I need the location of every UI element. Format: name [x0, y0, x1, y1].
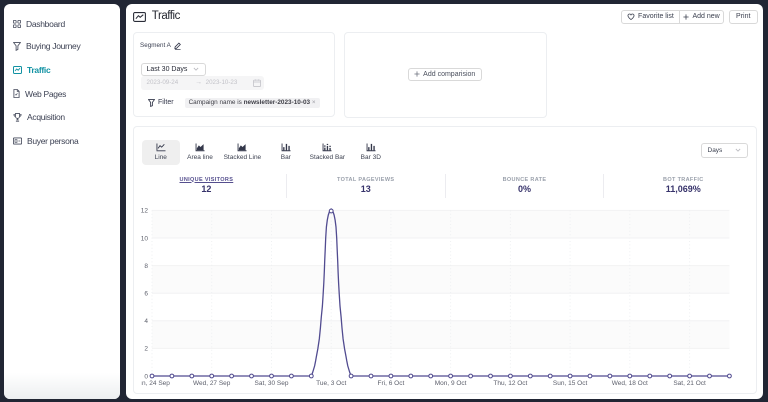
svg-text:6: 6	[144, 291, 148, 298]
svg-text:Sat, 21 Oct: Sat, 21 Oct	[673, 380, 706, 387]
svg-text:Wed, 18 Oct: Wed, 18 Oct	[612, 380, 648, 387]
svg-text:Sun, 15 Oct: Sun, 15 Oct	[553, 380, 588, 387]
svg-text:4: 4	[144, 318, 148, 325]
svg-text:10: 10	[141, 235, 149, 242]
svg-text:Sat, 30 Sep: Sat, 30 Sep	[255, 380, 289, 387]
svg-text:Tue, 3 Oct: Tue, 3 Oct	[316, 380, 346, 387]
svg-text:Sun, 24 Sep: Sun, 24 Sep	[134, 380, 170, 387]
svg-text:Thu, 12 Oct: Thu, 12 Oct	[493, 380, 527, 387]
svg-text:Wed, 27 Sep: Wed, 27 Sep	[193, 380, 231, 387]
svg-text:Mon, 9 Oct: Mon, 9 Oct	[435, 380, 467, 387]
svg-text:2: 2	[144, 346, 148, 353]
svg-text:12: 12	[141, 208, 149, 215]
svg-text:0: 0	[144, 373, 148, 380]
svg-text:Fri, 6 Oct: Fri, 6 Oct	[378, 380, 405, 387]
svg-text:8: 8	[144, 263, 148, 270]
